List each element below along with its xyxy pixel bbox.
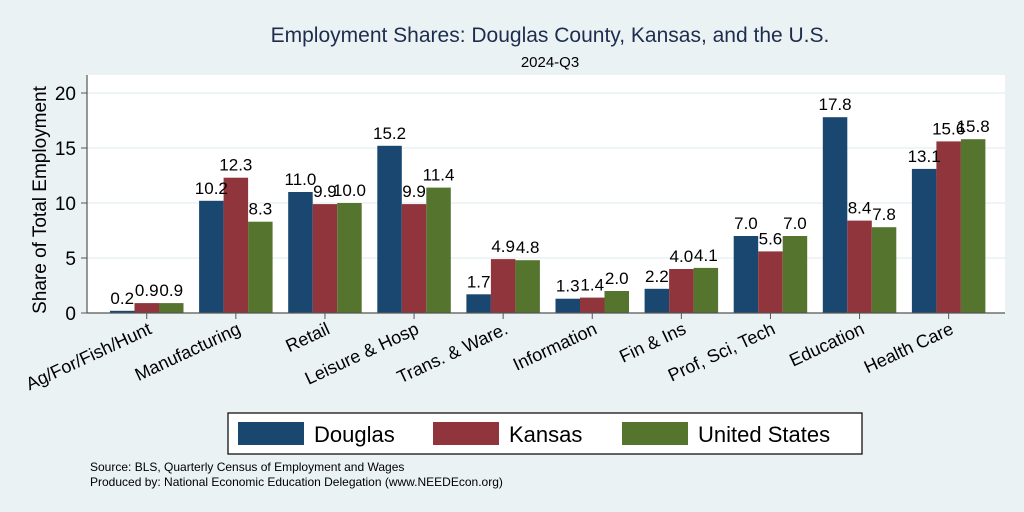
- bar-kansas: [401, 204, 427, 313]
- bar-value-label: 0.9: [159, 281, 183, 300]
- bar-value-label: 0.9: [135, 281, 159, 300]
- y-tick-label: 15: [55, 139, 76, 160]
- bar-united-states: [159, 303, 184, 313]
- bar-united-states: [426, 187, 451, 313]
- legend-swatch: [433, 422, 499, 445]
- bar-kansas: [936, 141, 961, 313]
- bar-united-states: [871, 227, 897, 313]
- y-axis-label: Share of Total Employment: [30, 85, 51, 313]
- x-tick-label: Information: [510, 318, 600, 374]
- bar-value-label: 8.3: [249, 200, 273, 219]
- bar-value-label: 13.1: [908, 147, 941, 166]
- bar-united-states: [515, 260, 540, 313]
- bar-kansas: [580, 297, 605, 313]
- bar-douglas: [199, 200, 224, 313]
- legend-swatch: [622, 422, 688, 445]
- bar-united-states: [782, 236, 808, 313]
- bar-douglas: [911, 168, 937, 313]
- legend-swatch: [238, 422, 304, 445]
- bar-douglas: [377, 145, 402, 313]
- bar-value-label: 10.0: [333, 181, 366, 200]
- bar-value-label: 4.8: [516, 238, 540, 257]
- bar-value-label: 0.2: [110, 289, 134, 308]
- bar-value-label: 9.9: [313, 182, 337, 201]
- bar-kansas: [223, 177, 249, 313]
- bar-kansas: [134, 303, 159, 313]
- chart-subtitle: 2024-Q3: [521, 54, 579, 71]
- bar-value-label: 4.9: [491, 237, 515, 256]
- bar-value-label: 9.9: [402, 182, 426, 201]
- x-tick-label: Fin & Ins: [616, 318, 689, 366]
- bar-value-label: 2.2: [645, 267, 669, 286]
- bar-value-label: 15.6: [932, 119, 965, 138]
- bar-kansas: [312, 204, 338, 313]
- legend-label: Kansas: [509, 422, 582, 447]
- bar-value-label: 7.0: [783, 214, 807, 233]
- y-tick-label: 0: [65, 304, 76, 325]
- x-tick-label: Ag/For/Fish/Hunt: [23, 318, 155, 394]
- produced-by-note: Produced by: National Economic Education…: [90, 475, 503, 489]
- bar-united-states: [248, 221, 273, 313]
- bar-value-label: 8.4: [848, 199, 872, 218]
- bar-value-label: 7.0: [734, 214, 758, 233]
- bar-douglas: [288, 192, 313, 313]
- bar-value-label: 15.2: [373, 124, 406, 143]
- bar-kansas: [847, 220, 872, 313]
- bar-value-label: 17.8: [819, 95, 852, 114]
- bar-kansas: [758, 251, 783, 313]
- bar-value-label: 11.4: [423, 166, 455, 185]
- bar-united-states: [693, 267, 719, 313]
- chart-title: Employment Shares: Douglas County, Kansa…: [271, 24, 830, 47]
- bar-united-states: [960, 139, 986, 313]
- bar-value-label: 10.2: [195, 179, 228, 198]
- bar-united-states: [337, 203, 362, 313]
- y-tick-label: 20: [55, 84, 76, 105]
- bar-douglas: [822, 117, 848, 313]
- legend-label: Douglas: [314, 422, 395, 447]
- bar-value-label: 1.4: [580, 276, 604, 295]
- bar-douglas: [466, 294, 491, 313]
- bar-value-label: 4.0: [670, 247, 694, 266]
- x-tick-label: Education: [786, 318, 867, 370]
- legend: [227, 412, 863, 455]
- bar-douglas: [644, 288, 670, 313]
- y-tick-label: 10: [55, 194, 76, 215]
- x-tick-label: Retail: [282, 318, 332, 356]
- bar-kansas: [669, 269, 694, 313]
- bar-kansas: [490, 259, 516, 313]
- bar-value-label: 15.8: [957, 117, 990, 136]
- bar-value-label: 7.8: [872, 205, 896, 224]
- bar-value-label: 4.1: [694, 246, 718, 265]
- bar-value-label: 1.3: [556, 277, 580, 296]
- bar-value-label: 1.7: [467, 272, 491, 291]
- bar-value-label: 5.6: [759, 229, 783, 248]
- y-tick-label: 5: [65, 249, 76, 270]
- x-tick-label: Health Care: [861, 318, 957, 377]
- legend-label: United States: [698, 422, 830, 447]
- bar-douglas: [555, 298, 580, 313]
- bar-united-states: [604, 291, 629, 313]
- bar-douglas: [110, 310, 135, 313]
- bar-value-label: 11.0: [285, 170, 317, 189]
- bar-douglas: [733, 236, 759, 313]
- bar-value-label: 12.3: [219, 156, 252, 175]
- source-note: Source: BLS, Quarterly Census of Employm…: [90, 460, 404, 474]
- bar-value-label: 2.0: [605, 269, 629, 288]
